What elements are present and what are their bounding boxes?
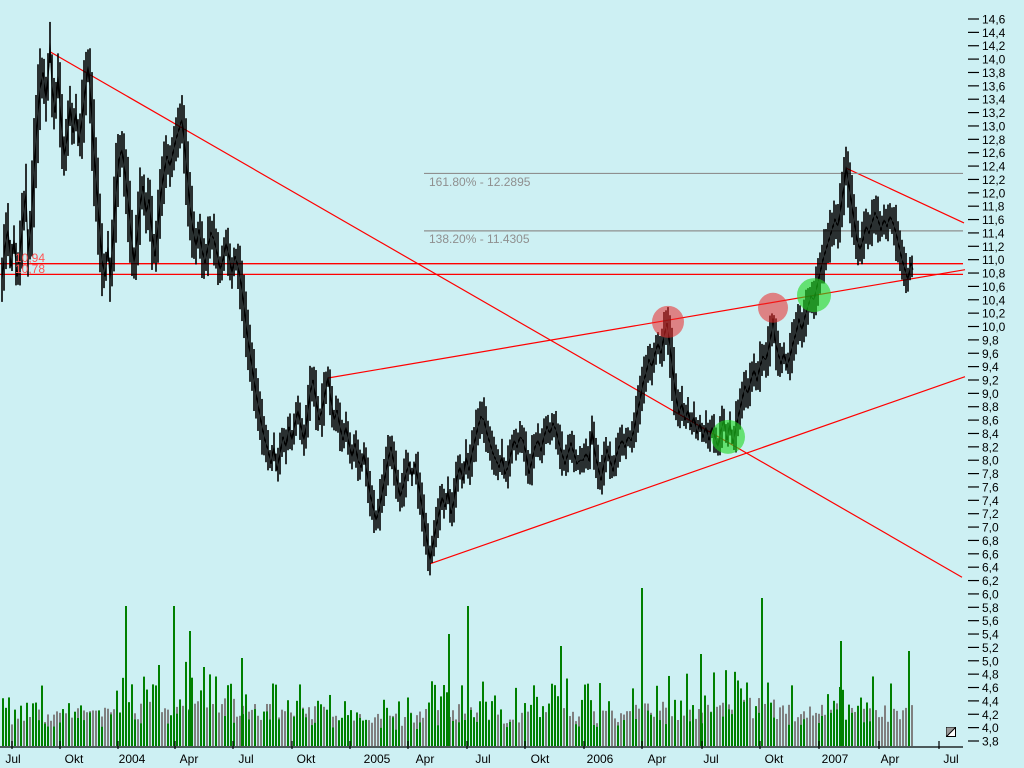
y-tick-label: 11,6 xyxy=(982,213,1005,227)
y-tick-label: 6,6 xyxy=(982,547,999,561)
y-tick-label: 14,4 xyxy=(982,26,1006,40)
y-tick-label: 11,8 xyxy=(982,200,1005,214)
y-tick-label: 13,0 xyxy=(982,119,1006,133)
y-tick-label: 9,6 xyxy=(982,347,999,361)
trend-line-major-downtrend[interactable] xyxy=(49,51,963,578)
y-tick-label: 8,8 xyxy=(982,400,999,414)
y-tick-label: 11,2 xyxy=(982,240,1005,254)
horizontal-price-lines xyxy=(0,263,963,276)
y-tick-label: 4,8 xyxy=(982,668,999,682)
green-signal-circle-2[interactable] xyxy=(711,419,745,454)
fib-161-label: 161.80% - 12.2895 xyxy=(429,175,531,189)
x-tick-label: Apr xyxy=(881,752,900,766)
x-tick-label: 2007 xyxy=(822,752,849,766)
y-tick-label: 7,0 xyxy=(982,521,999,535)
red-signal-circle-1[interactable] xyxy=(758,292,788,323)
x-tick-label: 2004 xyxy=(119,752,146,766)
x-tick-label: Apr xyxy=(180,752,199,766)
y-tick-label: 13,8 xyxy=(982,66,1006,80)
y-tick-label: 5,8 xyxy=(982,601,999,615)
y-tick-label: 9,8 xyxy=(982,333,999,347)
x-tick-label: 2006 xyxy=(587,752,614,766)
corner-flag-icon[interactable] xyxy=(946,727,956,737)
x-tick-label: Okt xyxy=(531,752,550,766)
x-tick-label: Okt xyxy=(65,752,84,766)
fib-lines xyxy=(424,172,963,232)
y-tick-label: 13,2 xyxy=(982,106,1006,120)
y-tick-label: 8,6 xyxy=(982,414,999,428)
y-tick-label: 12,6 xyxy=(982,146,1006,160)
y-tick-label: 6,4 xyxy=(982,561,999,575)
y-tick-label: 12,4 xyxy=(982,160,1006,174)
y-tick-label: 8,2 xyxy=(982,440,999,454)
y-tick-label: 7,2 xyxy=(982,507,999,521)
y-tick-label: 4,4 xyxy=(982,694,999,708)
hline-price-label-1094: 10,94 xyxy=(15,251,45,265)
y-tick-label: 8,4 xyxy=(982,427,999,441)
price-series xyxy=(1,21,914,576)
y-tick-label: 6,0 xyxy=(982,587,999,601)
y-tick-label: 10,8 xyxy=(982,267,1006,281)
y-tick-label: 12,8 xyxy=(982,133,1006,147)
x-tick-label: Okt xyxy=(297,752,316,766)
y-tick-label: 6,8 xyxy=(982,534,999,548)
x-tick-label: Okt xyxy=(765,752,784,766)
y-tick-label: 4,6 xyxy=(982,681,999,695)
y-tick-label: 12,2 xyxy=(982,173,1006,187)
x-tick-label: Jul xyxy=(943,752,958,766)
green-signal-circle-3[interactable] xyxy=(797,278,831,313)
y-tick-label: 10,2 xyxy=(982,307,1006,321)
volume-spike-bars xyxy=(125,588,910,746)
y-tick-label: 8,0 xyxy=(982,454,999,468)
x-tick-label: Jul xyxy=(238,752,253,766)
y-tick-label: 10,0 xyxy=(982,320,1006,334)
x-tick-label: 2005 xyxy=(364,752,391,766)
y-tick-label: 10,4 xyxy=(982,293,1006,307)
y-tick-label: 11,4 xyxy=(982,226,1005,240)
y-tick-label: 9,4 xyxy=(982,360,999,374)
y-tick-label: 5,2 xyxy=(982,641,999,655)
y-tick-label: 6,2 xyxy=(982,574,999,588)
y-tick-label: 13,4 xyxy=(982,93,1006,107)
trend-line-rising-resistance[interactable] xyxy=(327,269,966,379)
red-signal-circle-0[interactable] xyxy=(652,305,684,338)
y-tick-label: 7,6 xyxy=(982,480,999,494)
y-tick-label: 3,8 xyxy=(982,735,999,749)
y-axis: 14,614,414,214,013,813,613,413,213,012,8… xyxy=(968,13,1006,749)
x-axis: Jul Okt 2004 Apr Jul Okt 2005 Apr Jul Okt 2006 Apr J… xyxy=(0,741,963,766)
hline-price-label-1078: 10,78 xyxy=(15,262,45,276)
chart-generated-layers: 14,614,414,214,013,813,613,413,213,012,8… xyxy=(0,13,1006,766)
y-tick-label: 4,2 xyxy=(982,708,999,722)
y-tick-label: 14,2 xyxy=(982,39,1006,53)
x-tick-label: Jul xyxy=(5,752,20,766)
trend-lines xyxy=(49,51,966,578)
y-tick-label: 9,0 xyxy=(982,387,999,401)
trend-line-rising-support[interactable] xyxy=(429,376,966,565)
y-tick-label: 5,4 xyxy=(982,628,999,642)
y-tick-label: 10,6 xyxy=(982,280,1006,294)
y-tick-label: 12,0 xyxy=(982,186,1006,200)
y-tick-label: 7,8 xyxy=(982,467,999,481)
y-tick-label: 9,2 xyxy=(982,374,999,388)
signal-markers xyxy=(652,278,831,454)
y-tick-label: 13,6 xyxy=(982,79,1006,93)
y-tick-label: 7,4 xyxy=(982,494,999,508)
y-tick-label: 11,0 xyxy=(982,253,1005,267)
fib-138-label: 138.20% - 11.4305 xyxy=(429,232,530,246)
x-tick-label: Apr xyxy=(648,752,667,766)
x-tick-label: Jul xyxy=(475,752,490,766)
y-tick-label: 5,0 xyxy=(982,654,999,668)
x-tick-label: Apr xyxy=(416,752,435,766)
y-tick-label: 4,0 xyxy=(982,721,999,735)
volume-bars xyxy=(2,661,913,746)
y-tick-label: 14,6 xyxy=(982,13,1006,27)
y-tick-label: 5,6 xyxy=(982,614,999,628)
trend-line-short-downtrend-2007[interactable] xyxy=(845,167,965,224)
y-tick-label: 14,0 xyxy=(982,53,1006,67)
x-tick-label: Jul xyxy=(703,752,718,766)
